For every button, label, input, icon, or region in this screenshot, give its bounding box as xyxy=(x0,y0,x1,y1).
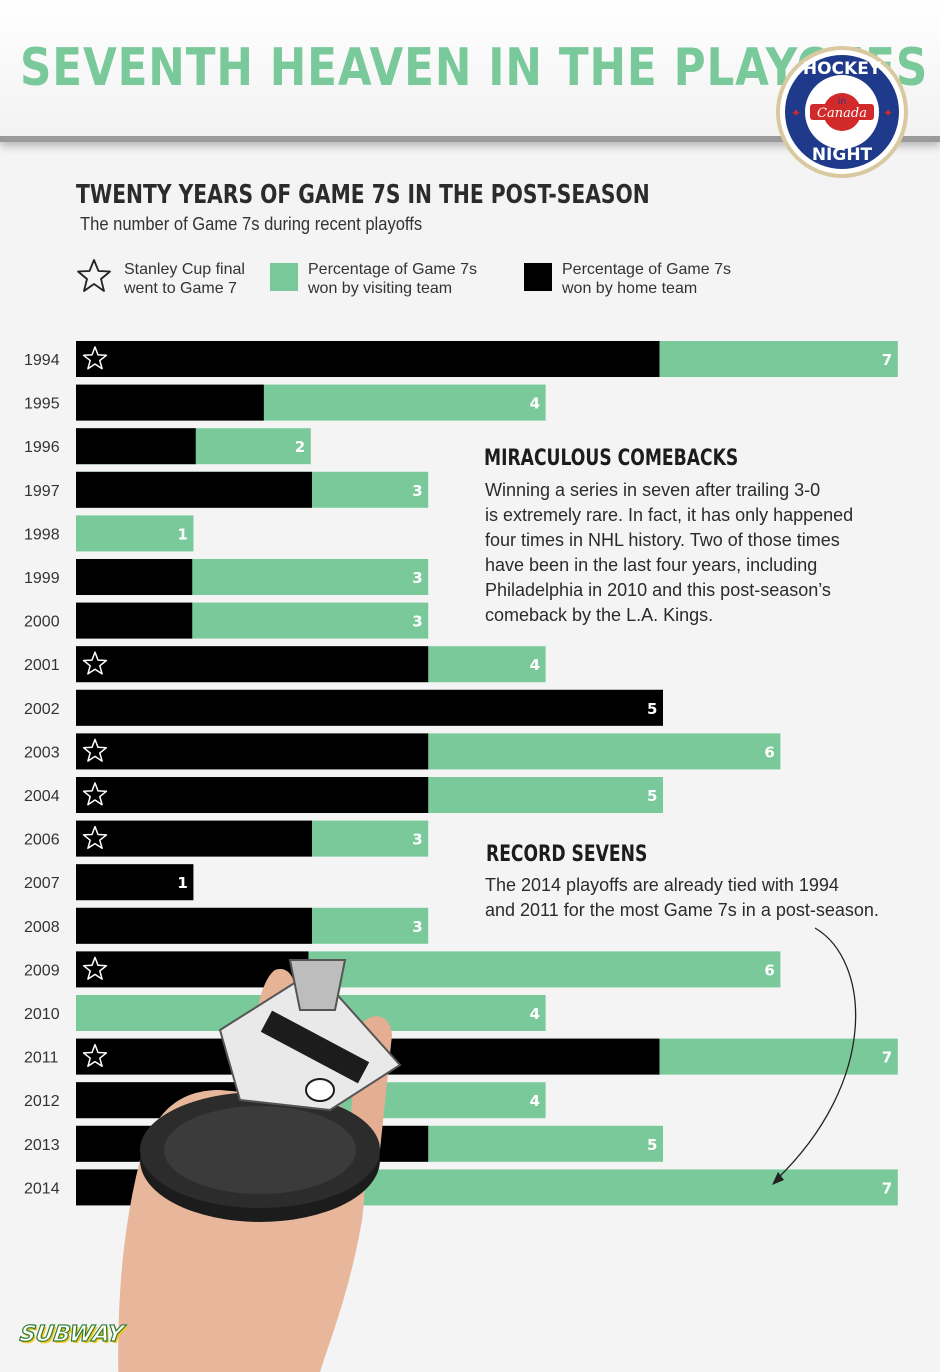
comebacks-line: Philadelphia in 2010 and this post-seaso… xyxy=(485,580,831,600)
legend-visiting-line2: won by visiting team xyxy=(308,280,453,297)
value-label-2010: 4 xyxy=(530,1005,540,1023)
comebacks-line: Winning a series in seven after trailing… xyxy=(485,480,821,500)
chart-subtitle: The number of Game 7s during recent play… xyxy=(80,214,423,234)
header-banner: SEVENTH HEAVEN IN THE PLAYOFFS xyxy=(0,0,940,142)
cup-final-star-2003 xyxy=(82,738,108,762)
value-label-2009: 6 xyxy=(764,961,774,979)
cup-final-star-1994 xyxy=(82,346,108,370)
hockey-night-logo: HOCKEY in Canada NIGHT ✦ ✦ xyxy=(776,46,908,178)
logo-line3: Canada xyxy=(817,106,867,121)
value-label-2004: 5 xyxy=(647,787,657,805)
comebacks-line: comeback by the L.A. Kings. xyxy=(485,605,714,625)
year-label-2006: 2006 xyxy=(24,832,60,849)
bar-home-2006 xyxy=(76,820,312,857)
cup-final-star-2004 xyxy=(82,782,108,806)
year-label-1997: 1997 xyxy=(24,483,60,500)
svg-text:✦: ✦ xyxy=(791,106,801,120)
year-label-2010: 2010 xyxy=(24,1006,60,1023)
comebacks-line: have been in the last four years, includ… xyxy=(485,555,818,575)
value-label-2000: 3 xyxy=(412,613,422,631)
bar-home-2008 xyxy=(76,907,312,944)
year-label-2002: 2002 xyxy=(24,701,60,718)
logo-line1: HOCKEY xyxy=(803,59,882,79)
value-label-1994: 7 xyxy=(882,351,892,369)
comebacks-text: Winning a series in seven after trailing… xyxy=(485,478,853,628)
subway-logo: SUBWAY xyxy=(18,1321,126,1347)
year-label-2007: 2007 xyxy=(24,875,60,892)
bar-home-1996 xyxy=(76,428,196,465)
year-label-2003: 2003 xyxy=(24,744,60,761)
year-label-2014: 2014 xyxy=(24,1180,60,1197)
value-label-2003: 6 xyxy=(764,743,774,761)
bar-home-2007 xyxy=(76,864,194,901)
cup-final-star-2011 xyxy=(82,1043,108,1068)
year-label-2008: 2008 xyxy=(24,919,60,936)
legend-home-line2: won by home team xyxy=(562,280,698,297)
value-label-2008: 3 xyxy=(412,918,422,936)
value-label-2014: 7 xyxy=(882,1179,892,1197)
bar-visiting-1998 xyxy=(76,515,194,552)
bar-home-2004 xyxy=(76,777,429,813)
record-heading: RECORD SEVENS xyxy=(486,842,648,867)
value-label-1997: 3 xyxy=(412,482,422,500)
logo-line2: in xyxy=(838,97,846,107)
legend-visiting-swatch xyxy=(270,263,298,291)
year-label-2011: 2011 xyxy=(24,1050,59,1067)
bar-home-1999 xyxy=(76,559,193,595)
chart-title: TWENTY YEARS OF GAME 7S IN THE POST-SEAS… xyxy=(76,180,650,210)
cup-final-star-2001 xyxy=(82,651,108,675)
year-label-2012: 2012 xyxy=(24,1093,60,1110)
year-label-2001: 2001 xyxy=(24,657,60,674)
comebacks-line: is extremely rare. In fact, it has only … xyxy=(485,505,854,525)
legend-home-line1: Percentage of Game 7s xyxy=(562,261,731,278)
record-line: The 2014 playoffs are already tied with … xyxy=(485,875,839,895)
bar-home-2003 xyxy=(76,733,429,770)
page-title: SEVENTH HEAVEN IN THE PLAYOFFS xyxy=(20,38,929,98)
bar-home-2001 xyxy=(76,646,429,683)
record-line: and 2011 for the most Game 7s in a post-… xyxy=(485,900,879,920)
legend-home-swatch xyxy=(524,263,552,291)
year-label-1994: 1994 xyxy=(24,352,60,369)
value-label-1998: 1 xyxy=(177,525,187,543)
value-label-2001: 4 xyxy=(530,656,540,674)
value-label-1995: 4 xyxy=(530,395,540,413)
year-label-1998: 1998 xyxy=(24,526,60,543)
year-label-1999: 1999 xyxy=(24,570,60,587)
year-label-1996: 1996 xyxy=(24,439,60,456)
bar-home-1995 xyxy=(76,384,264,421)
annotation-arrowhead xyxy=(772,1172,784,1185)
legend-star-line1: Stanley Cup final xyxy=(124,261,245,278)
bar-home-1994 xyxy=(76,341,660,377)
hand-holding-puck-image xyxy=(118,959,402,1372)
legend-star-line2: went to Game 7 xyxy=(124,280,237,297)
value-label-2013: 5 xyxy=(647,1136,657,1154)
value-label-1999: 3 xyxy=(412,569,422,587)
cup-final-star-2006 xyxy=(82,825,108,850)
year-label-2013: 2013 xyxy=(24,1137,60,1154)
value-label-2012: 4 xyxy=(530,1092,540,1110)
year-label-1995: 1995 xyxy=(24,396,60,413)
year-label-2000: 2000 xyxy=(24,614,60,631)
comebacks-heading: MIRACULOUS COMEBACKS xyxy=(484,446,739,471)
bar-home-1997 xyxy=(76,471,312,508)
year-label-2009: 2009 xyxy=(24,962,60,979)
value-label-2011: 7 xyxy=(882,1049,892,1067)
annotation-arrow xyxy=(775,927,857,1181)
year-label-2004: 2004 xyxy=(24,788,60,805)
value-label-1996: 2 xyxy=(295,438,305,456)
star-icon xyxy=(77,259,111,292)
record-text: The 2014 playoffs are already tied with … xyxy=(485,873,879,923)
value-label-2006: 3 xyxy=(412,831,422,849)
logo-line4: NIGHT xyxy=(812,145,873,165)
value-label-2002: 5 xyxy=(647,700,657,718)
bar-home-2000 xyxy=(76,602,193,639)
bar-home-2002 xyxy=(76,689,663,726)
legend-visiting-line1: Percentage of Game 7s xyxy=(308,261,477,278)
cup-final-star-2009 xyxy=(82,956,108,980)
svg-text:✦: ✦ xyxy=(883,106,893,120)
comebacks-line: four times in NHL history. Two of those … xyxy=(485,530,840,550)
value-label-2007: 1 xyxy=(177,874,187,892)
